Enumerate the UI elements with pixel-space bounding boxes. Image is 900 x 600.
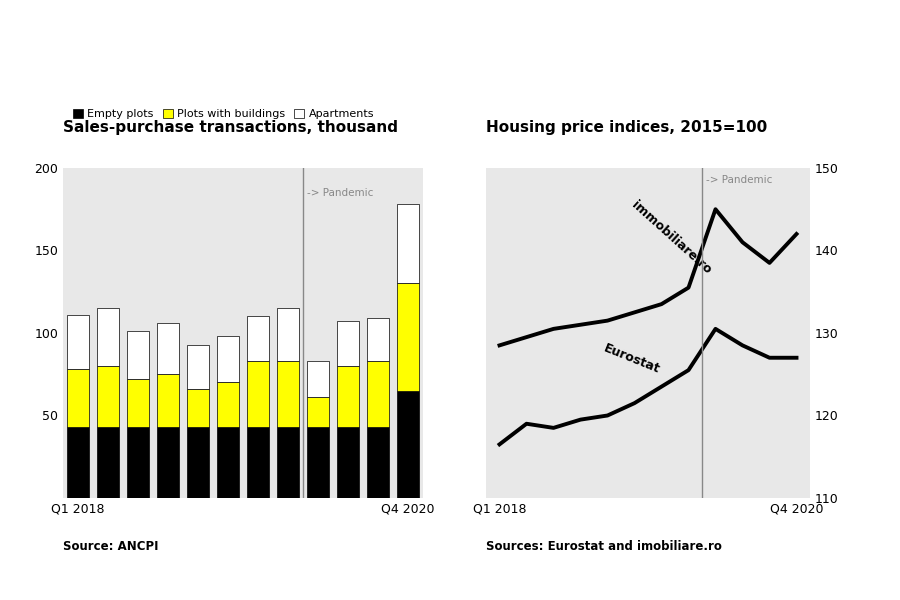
- Bar: [157, 427, 179, 498]
- Bar: [217, 427, 239, 498]
- Bar: [337, 322, 359, 366]
- Bar: [307, 397, 329, 427]
- Bar: [397, 204, 419, 283]
- Bar: [367, 427, 389, 498]
- Bar: [277, 427, 299, 498]
- Bar: [337, 366, 359, 427]
- Bar: [277, 308, 299, 361]
- Text: Sales-purchase transactions, thousand: Sales-purchase transactions, thousand: [63, 120, 398, 135]
- Bar: [127, 427, 149, 498]
- Bar: [187, 427, 209, 498]
- Bar: [187, 389, 209, 427]
- Bar: [247, 361, 269, 427]
- Bar: [337, 427, 359, 498]
- Bar: [217, 336, 239, 383]
- Bar: [97, 427, 119, 498]
- Bar: [397, 391, 419, 498]
- Bar: [367, 318, 389, 361]
- Bar: [67, 427, 89, 498]
- Bar: [217, 383, 239, 427]
- Legend: Empty plots, Plots with buildings, Apartments: Empty plots, Plots with buildings, Apart…: [68, 104, 379, 124]
- Text: -> Pandemic: -> Pandemic: [307, 188, 373, 198]
- Bar: [157, 323, 179, 374]
- Text: -> Pandemic: -> Pandemic: [706, 175, 772, 185]
- Text: Source: ANCPI: Source: ANCPI: [63, 540, 158, 553]
- Text: immobiliare.ro: immobiliare.ro: [629, 199, 714, 277]
- Bar: [397, 283, 419, 391]
- Text: Eurostat: Eurostat: [602, 341, 662, 376]
- Bar: [307, 361, 329, 397]
- Bar: [247, 427, 269, 498]
- Bar: [277, 361, 299, 427]
- Text: Housing price indices, 2015=100: Housing price indices, 2015=100: [486, 120, 767, 135]
- Bar: [247, 316, 269, 361]
- Bar: [157, 374, 179, 427]
- Bar: [127, 331, 149, 379]
- Bar: [97, 366, 119, 427]
- Bar: [67, 315, 89, 369]
- Bar: [367, 361, 389, 427]
- Bar: [307, 427, 329, 498]
- Text: Sources: Eurostat and imobiliare.ro: Sources: Eurostat and imobiliare.ro: [486, 540, 722, 553]
- Bar: [127, 379, 149, 427]
- Bar: [97, 308, 119, 366]
- Bar: [67, 369, 89, 427]
- Bar: [187, 344, 209, 389]
